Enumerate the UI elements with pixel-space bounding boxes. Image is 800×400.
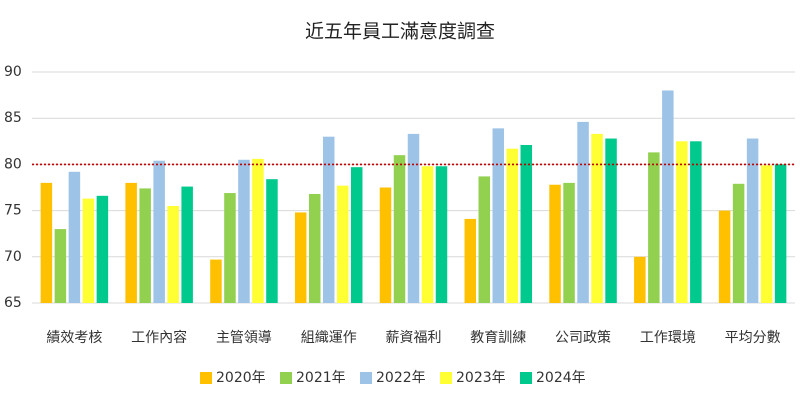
- bar: [605, 138, 617, 303]
- bar: [210, 259, 222, 303]
- legend-label: 2024年: [536, 370, 586, 386]
- bar: [774, 164, 787, 303]
- legend-swatch: [520, 372, 532, 384]
- bar: [40, 182, 53, 303]
- bar: [181, 186, 193, 303]
- bar: [746, 138, 759, 303]
- x-tick-label: 教育訓練: [470, 330, 526, 346]
- chart-title: 近五年員工滿意度調查: [305, 21, 495, 43]
- bar: [252, 158, 264, 303]
- x-tick-label: 主管領導: [216, 329, 272, 346]
- legend-swatch: [280, 372, 292, 384]
- bar: [648, 152, 660, 303]
- x-tick-label: 薪資福利: [386, 330, 442, 346]
- bar: [379, 187, 392, 303]
- bar: [435, 166, 448, 303]
- legend-label: 2021年: [296, 370, 346, 386]
- bar: [464, 218, 477, 303]
- bar: [350, 167, 363, 303]
- bar: [322, 136, 335, 303]
- bar: [96, 195, 109, 303]
- bar: [238, 159, 250, 303]
- bar: [421, 166, 434, 303]
- bar: [266, 179, 278, 303]
- y-tick-label: 85: [4, 110, 22, 126]
- legend-label: 2020年: [216, 370, 266, 386]
- bar: [336, 185, 349, 303]
- legend-swatch: [200, 372, 212, 384]
- bar: [139, 188, 151, 303]
- legend-swatch: [360, 372, 372, 384]
- bar: [591, 133, 603, 303]
- bar: [167, 205, 179, 303]
- bar: [718, 210, 731, 303]
- x-tick-label: 績效考核: [46, 330, 102, 346]
- y-tick-label: 80: [4, 156, 22, 172]
- bar: [82, 198, 95, 303]
- legend-label: 2023年: [456, 370, 506, 386]
- legend-swatch: [440, 372, 452, 384]
- x-tick-label: 公司政策: [555, 329, 611, 346]
- bar: [563, 182, 575, 303]
- bar: [224, 193, 236, 303]
- bar: [506, 148, 519, 303]
- bar: [308, 193, 321, 303]
- x-tick-label: 平均分數: [725, 330, 781, 346]
- bar: [634, 256, 646, 303]
- bar: [54, 229, 67, 303]
- bar: [294, 212, 307, 303]
- bar: [492, 128, 505, 303]
- bar: [125, 182, 137, 303]
- x-tick-label: 工作內容: [131, 329, 187, 346]
- y-tick-label: 65: [4, 295, 22, 311]
- bar: [760, 165, 773, 303]
- bar: [549, 184, 561, 303]
- x-tick-label: 工作環境: [640, 330, 696, 346]
- bar: [153, 160, 165, 303]
- y-tick-label: 70: [4, 249, 22, 265]
- bar: [690, 141, 702, 303]
- bar: [732, 183, 745, 303]
- legend-label: 2022年: [376, 370, 426, 386]
- bar: [662, 90, 674, 303]
- bar: [676, 141, 688, 303]
- bar: [393, 155, 406, 303]
- bar: [478, 176, 491, 303]
- x-tick-label: 組織運作: [301, 330, 357, 346]
- bar: [520, 144, 533, 303]
- bar: [577, 121, 589, 304]
- bar: [407, 133, 420, 303]
- bar: [68, 171, 81, 303]
- y-tick-label: 90: [4, 64, 22, 80]
- y-tick-label: 75: [4, 203, 22, 219]
